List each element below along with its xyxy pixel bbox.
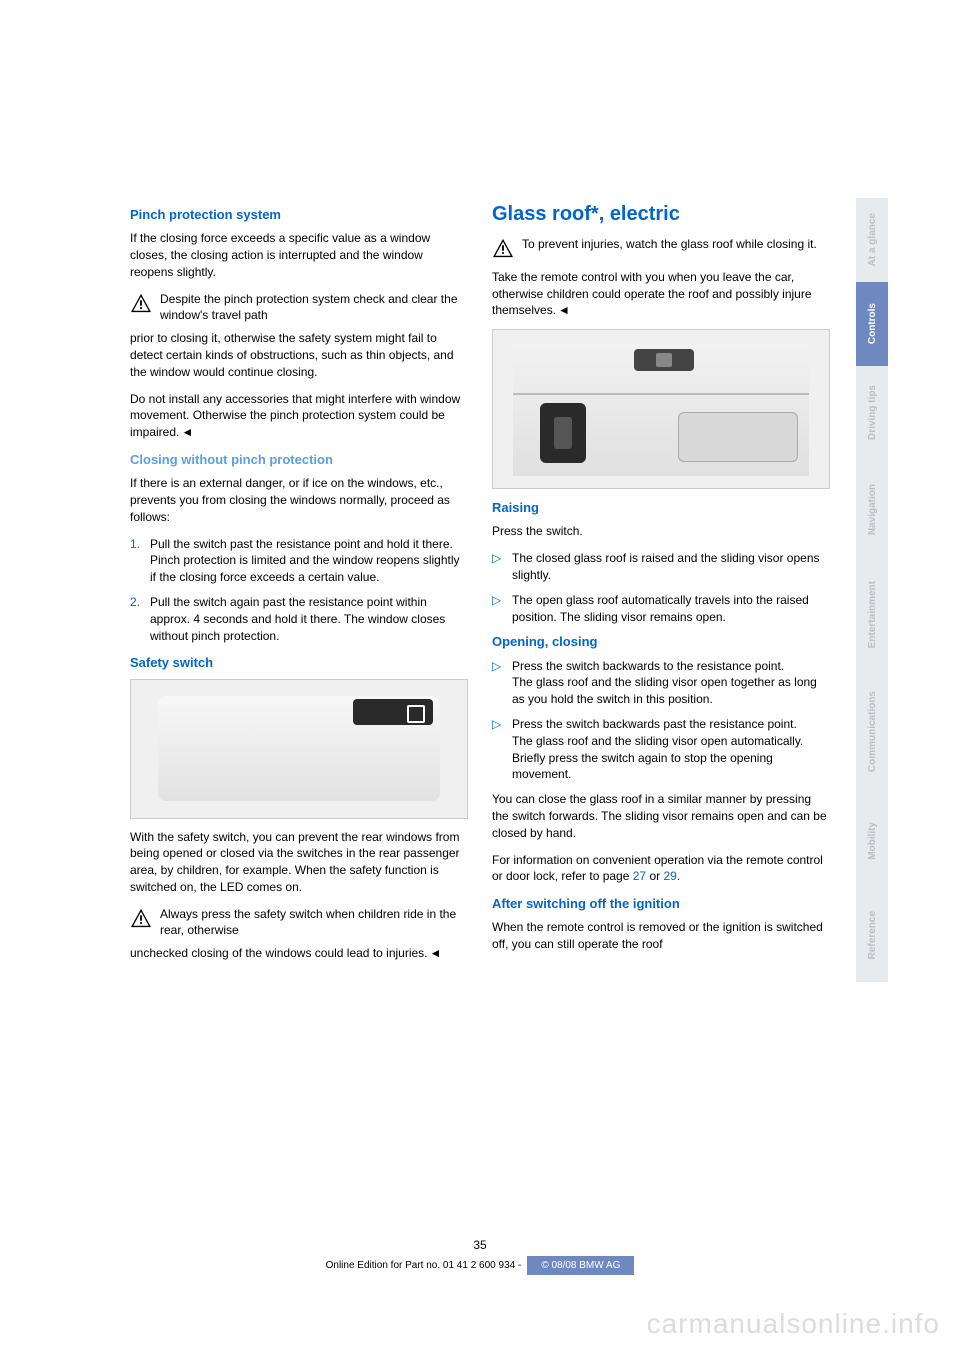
list-number: 1.	[130, 536, 150, 586]
page-link[interactable]: 29	[663, 869, 676, 883]
warning-icon	[130, 908, 152, 933]
figure-sketch-mirror	[678, 412, 798, 462]
heading-opening-closing: Opening, closing	[492, 633, 830, 651]
heading-raising: Raising	[492, 499, 830, 517]
end-mark-icon	[428, 946, 442, 960]
figure-sketch-cluster	[634, 349, 694, 371]
end-mark-icon	[179, 425, 193, 439]
para: unchecked closing of the windows could l…	[130, 945, 468, 962]
right-column: Glass roof*, electric To prevent injurie…	[492, 200, 830, 1230]
triangle-bullet-icon: ▷	[492, 716, 512, 783]
warning-icon	[492, 238, 514, 263]
figure-glass-roof	[492, 329, 830, 489]
section-tab[interactable]: Communications	[856, 670, 888, 794]
list-text: Pull the switch again past the resistanc…	[150, 594, 468, 644]
section-tab-label: Driving tips	[867, 379, 878, 446]
figure-sketch-line	[513, 393, 809, 395]
para: When the remote control is removed or th…	[492, 919, 830, 953]
warning-text: Always press the safety switch when chil…	[160, 906, 468, 940]
list-number: 2.	[130, 594, 150, 644]
para: Press the switch.	[492, 523, 830, 540]
figure-sketch-button	[353, 699, 433, 725]
warning-block: Always press the safety switch when chil…	[130, 906, 468, 940]
warning-block: Despite the pinch protection system chec…	[130, 291, 468, 325]
section-tab-label: Controls	[867, 297, 878, 350]
end-mark-icon	[556, 303, 570, 317]
page-link[interactable]: 27	[633, 869, 646, 883]
triangle-bullet-icon: ▷	[492, 550, 512, 584]
para-text: .	[677, 869, 680, 883]
list-item: ▷ The open glass roof automatically trav…	[492, 592, 830, 626]
triangle-bullet-icon: ▷	[492, 658, 512, 708]
warning-text: To prevent injuries, watch the glass roo…	[522, 236, 830, 253]
section-tab-label: Navigation	[867, 478, 878, 541]
list-text: The closed glass roof is raised and the …	[512, 550, 830, 584]
heading-safety-switch: Safety switch	[130, 654, 468, 672]
list-text: Press the switch backwards to the resist…	[512, 658, 830, 708]
para-text: or	[646, 869, 663, 883]
list-text: The open glass roof automatically travel…	[512, 592, 830, 626]
warning-text: Despite the pinch protection system chec…	[160, 291, 468, 325]
section-tab-label: Mobility	[867, 816, 878, 866]
section-tab[interactable]: At a glance	[856, 198, 888, 282]
warning-continuation: unchecked closing of the windows could l…	[130, 946, 428, 960]
ordered-list: 1. Pull the switch past the resistance p…	[130, 536, 468, 645]
list-item: 1. Pull the switch past the resistance p…	[130, 536, 468, 586]
section-tab[interactable]: Reference	[856, 888, 888, 982]
section-tab[interactable]: Mobility	[856, 794, 888, 888]
section-tab-label: Entertainment	[867, 575, 878, 654]
figure-safety-switch	[130, 679, 468, 819]
warning-icon	[130, 293, 152, 318]
triangle-bullet-icon: ▷	[492, 592, 512, 626]
section-tab[interactable]: Controls	[856, 282, 888, 366]
list-item: ▷ The closed glass roof is raised and th…	[492, 550, 830, 584]
list-text: Press the switch backwards past the resi…	[512, 716, 830, 783]
watermark: carmanualsonline.info	[647, 1308, 940, 1340]
figure-sketch-switch	[540, 403, 586, 463]
footer: Online Edition for Part no. 01 41 2 600 …	[130, 1256, 830, 1275]
footer-copyright: © 08/08 BMW AG	[527, 1256, 634, 1275]
para: With the safety switch, you can prevent …	[130, 829, 468, 896]
section-tab-label: Reference	[867, 905, 878, 965]
page-number: 35	[130, 1238, 830, 1252]
heading-after-ignition-off: After switching off the ignition	[492, 895, 830, 913]
left-column: Pinch protection system If the closing f…	[130, 200, 468, 1230]
para-text: Take the remote control with you when yo…	[492, 270, 812, 318]
para: prior to closing it, otherwise the safet…	[130, 330, 468, 380]
heading-closing-without-pinch: Closing without pinch protection	[130, 451, 468, 469]
warning-block: To prevent injuries, watch the glass roo…	[492, 236, 830, 263]
para: For information on convenient operation …	[492, 852, 830, 886]
heading-glass-roof: Glass roof*, electric	[492, 200, 830, 228]
page-content: Pinch protection system If the closing f…	[130, 200, 830, 1230]
section-tab-label: At a glance	[867, 207, 878, 272]
bullet-list: ▷ Press the switch backwards to the resi…	[492, 658, 830, 784]
para: Do not install any accessories that migh…	[130, 391, 468, 441]
list-item: ▷ Press the switch backwards past the re…	[492, 716, 830, 783]
section-tab[interactable]: Navigation	[856, 460, 888, 560]
list-text: Pull the switch past the resistance poin…	[150, 536, 468, 586]
list-item: 2. Pull the switch again past the resist…	[130, 594, 468, 644]
heading-pinch-protection: Pinch protection system	[130, 206, 468, 224]
para: If there is an external danger, or if ic…	[130, 475, 468, 525]
bullet-list: ▷ The closed glass roof is raised and th…	[492, 550, 830, 625]
para: Take the remote control with you when yo…	[492, 269, 830, 319]
section-tabs: At a glance Controls Driving tips Navigatio…	[856, 198, 888, 982]
list-item: ▷ Press the switch backwards to the resi…	[492, 658, 830, 708]
section-tab-label: Communications	[867, 685, 878, 778]
para: If the closing force exceeds a specific …	[130, 230, 468, 280]
section-tab[interactable]: Entertainment	[856, 560, 888, 670]
section-tab[interactable]: Driving tips	[856, 366, 888, 460]
para: You can close the glass roof in a simila…	[492, 791, 830, 841]
footer-text: Online Edition for Part no. 01 41 2 600 …	[326, 1256, 528, 1275]
